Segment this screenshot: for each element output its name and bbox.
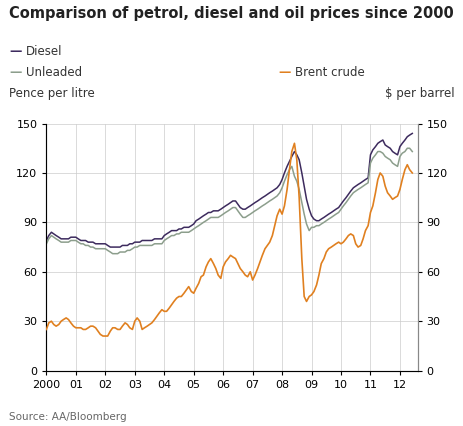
- Text: Unleaded: Unleaded: [25, 66, 81, 79]
- Text: —: —: [9, 66, 22, 79]
- Text: —: —: [9, 45, 22, 58]
- Text: Brent crude: Brent crude: [294, 66, 363, 79]
- Text: $ per barrel: $ per barrel: [384, 87, 454, 101]
- Text: Comparison of petrol, diesel and oil prices since 2000: Comparison of petrol, diesel and oil pri…: [9, 6, 453, 21]
- Text: Source: AA/Bloomberg: Source: AA/Bloomberg: [9, 412, 127, 422]
- Text: —: —: [278, 66, 290, 79]
- Text: Diesel: Diesel: [25, 45, 62, 58]
- Text: Pence per litre: Pence per litre: [9, 87, 95, 101]
